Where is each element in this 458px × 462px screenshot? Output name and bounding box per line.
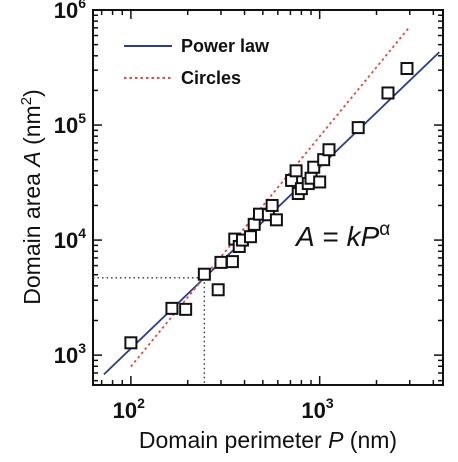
data-point-7 [225, 255, 239, 269]
axis-ticks [93, 9, 443, 385]
data-point-18 [289, 164, 303, 178]
y-tick-label-6-base: 10 [54, 0, 78, 23]
legend-label-circles: Circles [181, 68, 241, 88]
y-tick-label-5: 105 [54, 110, 86, 138]
data-point-28 [381, 86, 395, 100]
y-axis-label-prefix: Domain area [19, 167, 45, 305]
y-tick-label-3-base: 10 [54, 343, 78, 368]
y-axis-label-unit: (nm [19, 105, 45, 151]
data-point-26 [322, 143, 336, 157]
y-tick-label-3-exp: 3 [78, 340, 86, 356]
y-tick-label-5-base: 10 [54, 113, 78, 138]
data-point-15 [265, 198, 279, 212]
x-tick-label-2-base: 10 [113, 398, 137, 423]
y-tick-label-4-exp: 4 [78, 225, 86, 241]
y-tick-label-4-base: 10 [54, 228, 78, 253]
x-tick-label-2: 102 [113, 395, 145, 423]
data-point-27 [351, 121, 365, 135]
formula-exponent: α [379, 219, 390, 240]
x-tick-label-3-exp: 3 [326, 395, 334, 411]
y-tick-label-6: 106 [54, 0, 86, 23]
y-axis-label-exp: 2 [18, 97, 35, 105]
plot-frame [92, 9, 444, 386]
y-tick-label-3: 103 [54, 340, 86, 368]
data-point-16 [269, 213, 283, 227]
data-points [124, 62, 414, 350]
y-axis-label: Domain area A (nm2) [18, 89, 45, 304]
x-tick-label-3-base: 10 [301, 398, 325, 423]
formula-equals: = [315, 221, 347, 252]
y-axis-label-close: ) [19, 89, 45, 97]
legend: Power law Circles [124, 36, 270, 88]
data-point-24 [313, 175, 327, 189]
guide-lines [93, 277, 206, 385]
formula-k: k [347, 221, 363, 252]
series-line-circles [130, 26, 411, 368]
data-point-5 [211, 283, 225, 297]
data-point-3 [179, 302, 193, 316]
x-axis-label: Domain perimeter P (nm) [139, 427, 397, 453]
y-tick-label-6-exp: 6 [78, 0, 86, 11]
legend-label-power-law: Power law [181, 36, 270, 56]
data-point-4 [197, 267, 211, 281]
y-axis-label-var: A [19, 151, 45, 168]
y-tick-label-4: 104 [54, 225, 86, 253]
data-point-11 [243, 230, 257, 244]
data-point-6 [214, 255, 228, 269]
x-axis-label-prefix: Domain perimeter [139, 427, 328, 453]
x-tick-label-2-exp: 2 [137, 395, 145, 411]
formula-annotation: A = kPα [294, 219, 390, 252]
plot-area [92, 9, 444, 386]
formula-p: P [361, 221, 380, 252]
x-axis-label-var: P [328, 427, 344, 453]
y-tick-label-5-exp: 5 [78, 110, 86, 126]
x-tick-label-3: 103 [301, 395, 333, 423]
formula-lhs: A [294, 221, 315, 252]
x-axis-label-unit: (nm) [343, 427, 397, 453]
x-tick-labels: 102 103 [113, 395, 334, 423]
data-point-2 [165, 301, 179, 315]
data-point-23 [307, 160, 321, 174]
data-point-1 [124, 336, 138, 350]
data-point-29 [400, 62, 414, 76]
